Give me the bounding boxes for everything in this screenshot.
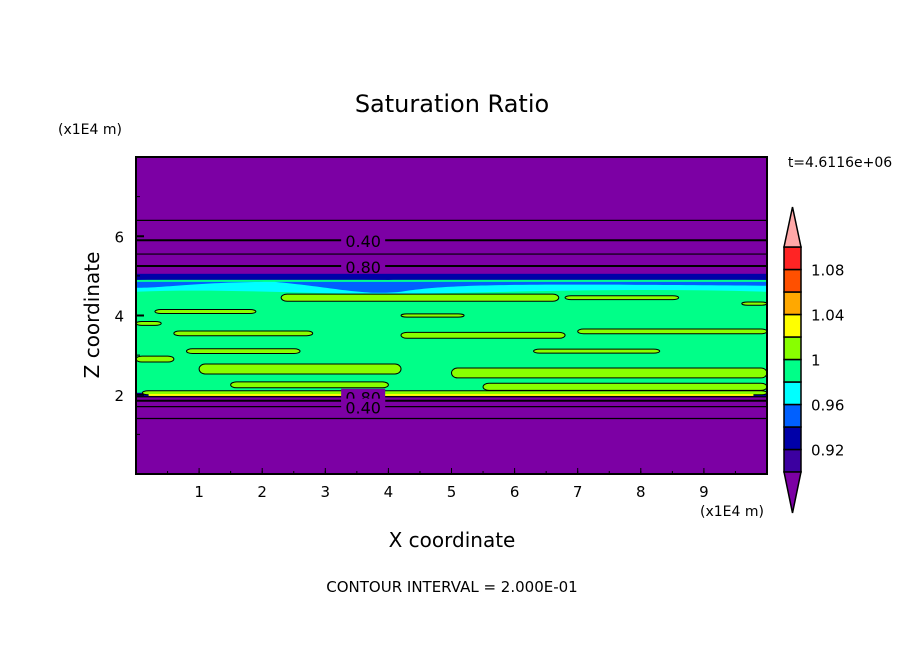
streak-yellow [148,393,754,396]
colorbar-box [783,448,802,473]
colorbar-tick-label: 1.04 [811,307,844,325]
streak-6 [400,331,566,339]
colorbar-tick-label: 0.92 [811,442,844,460]
colorbar-box [783,426,802,451]
streak-5 [173,330,314,337]
contour-label: 0.40 [345,232,381,251]
y-tick-label: 6 [114,228,124,246]
contour-label-bg [341,232,386,248]
streak-9 [533,348,661,354]
contour-label: 0.80 [345,258,381,277]
streak-15 [136,320,162,326]
contour-field: 0.400.800.800.40 [136,157,767,474]
x-tick-label: 5 [447,483,457,501]
y-tick-label: 4 [114,308,124,326]
y-tick-label: 2 [114,387,124,405]
x-unit-label: (x1E4 m) [700,504,764,520]
colorbar-box [783,313,802,338]
y-axis-label: Z coordinate [80,252,104,379]
colorbar-box [783,246,802,271]
streak-3 [564,295,680,301]
colorbar: 0.92 0.96 1 1.04 1.08 [783,206,844,514]
band-0.96 [136,281,767,295]
streak-7 [577,328,767,335]
streak-11 [451,367,767,379]
x-tick-label: 9 [699,483,709,501]
x-tick-label: 6 [510,483,520,501]
streak-2 [400,313,465,318]
contour-label-bg [341,257,386,273]
x-tick-label: 2 [257,483,267,501]
colorbar-box [783,403,802,428]
y-unit-label: (x1E4 m) [58,122,122,138]
streak-13 [482,382,767,391]
contour-label: 0.40 [345,399,381,418]
axis-ticks: 1 2 3 4 5 6 7 8 9 2 4 6 [114,196,736,501]
x-tick-label: 7 [573,483,583,501]
streak-4 [741,301,767,306]
x-tick-label: 4 [384,483,394,501]
chart-title: Saturation Ratio [355,90,549,118]
x-axis-label: X coordinate [389,528,516,552]
colorbar-tick-label: 1 [811,352,821,370]
band-0.94 [136,281,767,293]
colorbar-tick-label: 1.08 [811,262,844,280]
streak-10 [198,363,402,375]
streak-12 [230,381,389,389]
colorbar-box [783,268,802,293]
x-tick-label: 8 [636,483,646,501]
x-tick-label: 3 [321,483,331,501]
streak-16 [136,355,175,363]
colorbar-under-triangle [783,471,802,514]
contour-label-bg [341,398,386,414]
band-0.92-upper [136,273,767,280]
band-0.92 [136,275,767,282]
colorbar-box [783,291,802,316]
colorbar-box [783,358,802,383]
time-label: t=4.6116e+06 [788,155,892,171]
colorbar-box [783,381,802,406]
streak-0 [280,293,560,302]
streak-8 [185,348,301,355]
colorbar-tick-label: 0.96 [811,397,844,415]
contour-interval-footer: CONTOUR INTERVAL = 2.000E-01 [326,578,577,596]
x-tick-label: 1 [194,483,204,501]
colorbar-over-triangle [783,206,802,248]
streak-1 [154,309,257,315]
colorbar-box [783,336,802,361]
